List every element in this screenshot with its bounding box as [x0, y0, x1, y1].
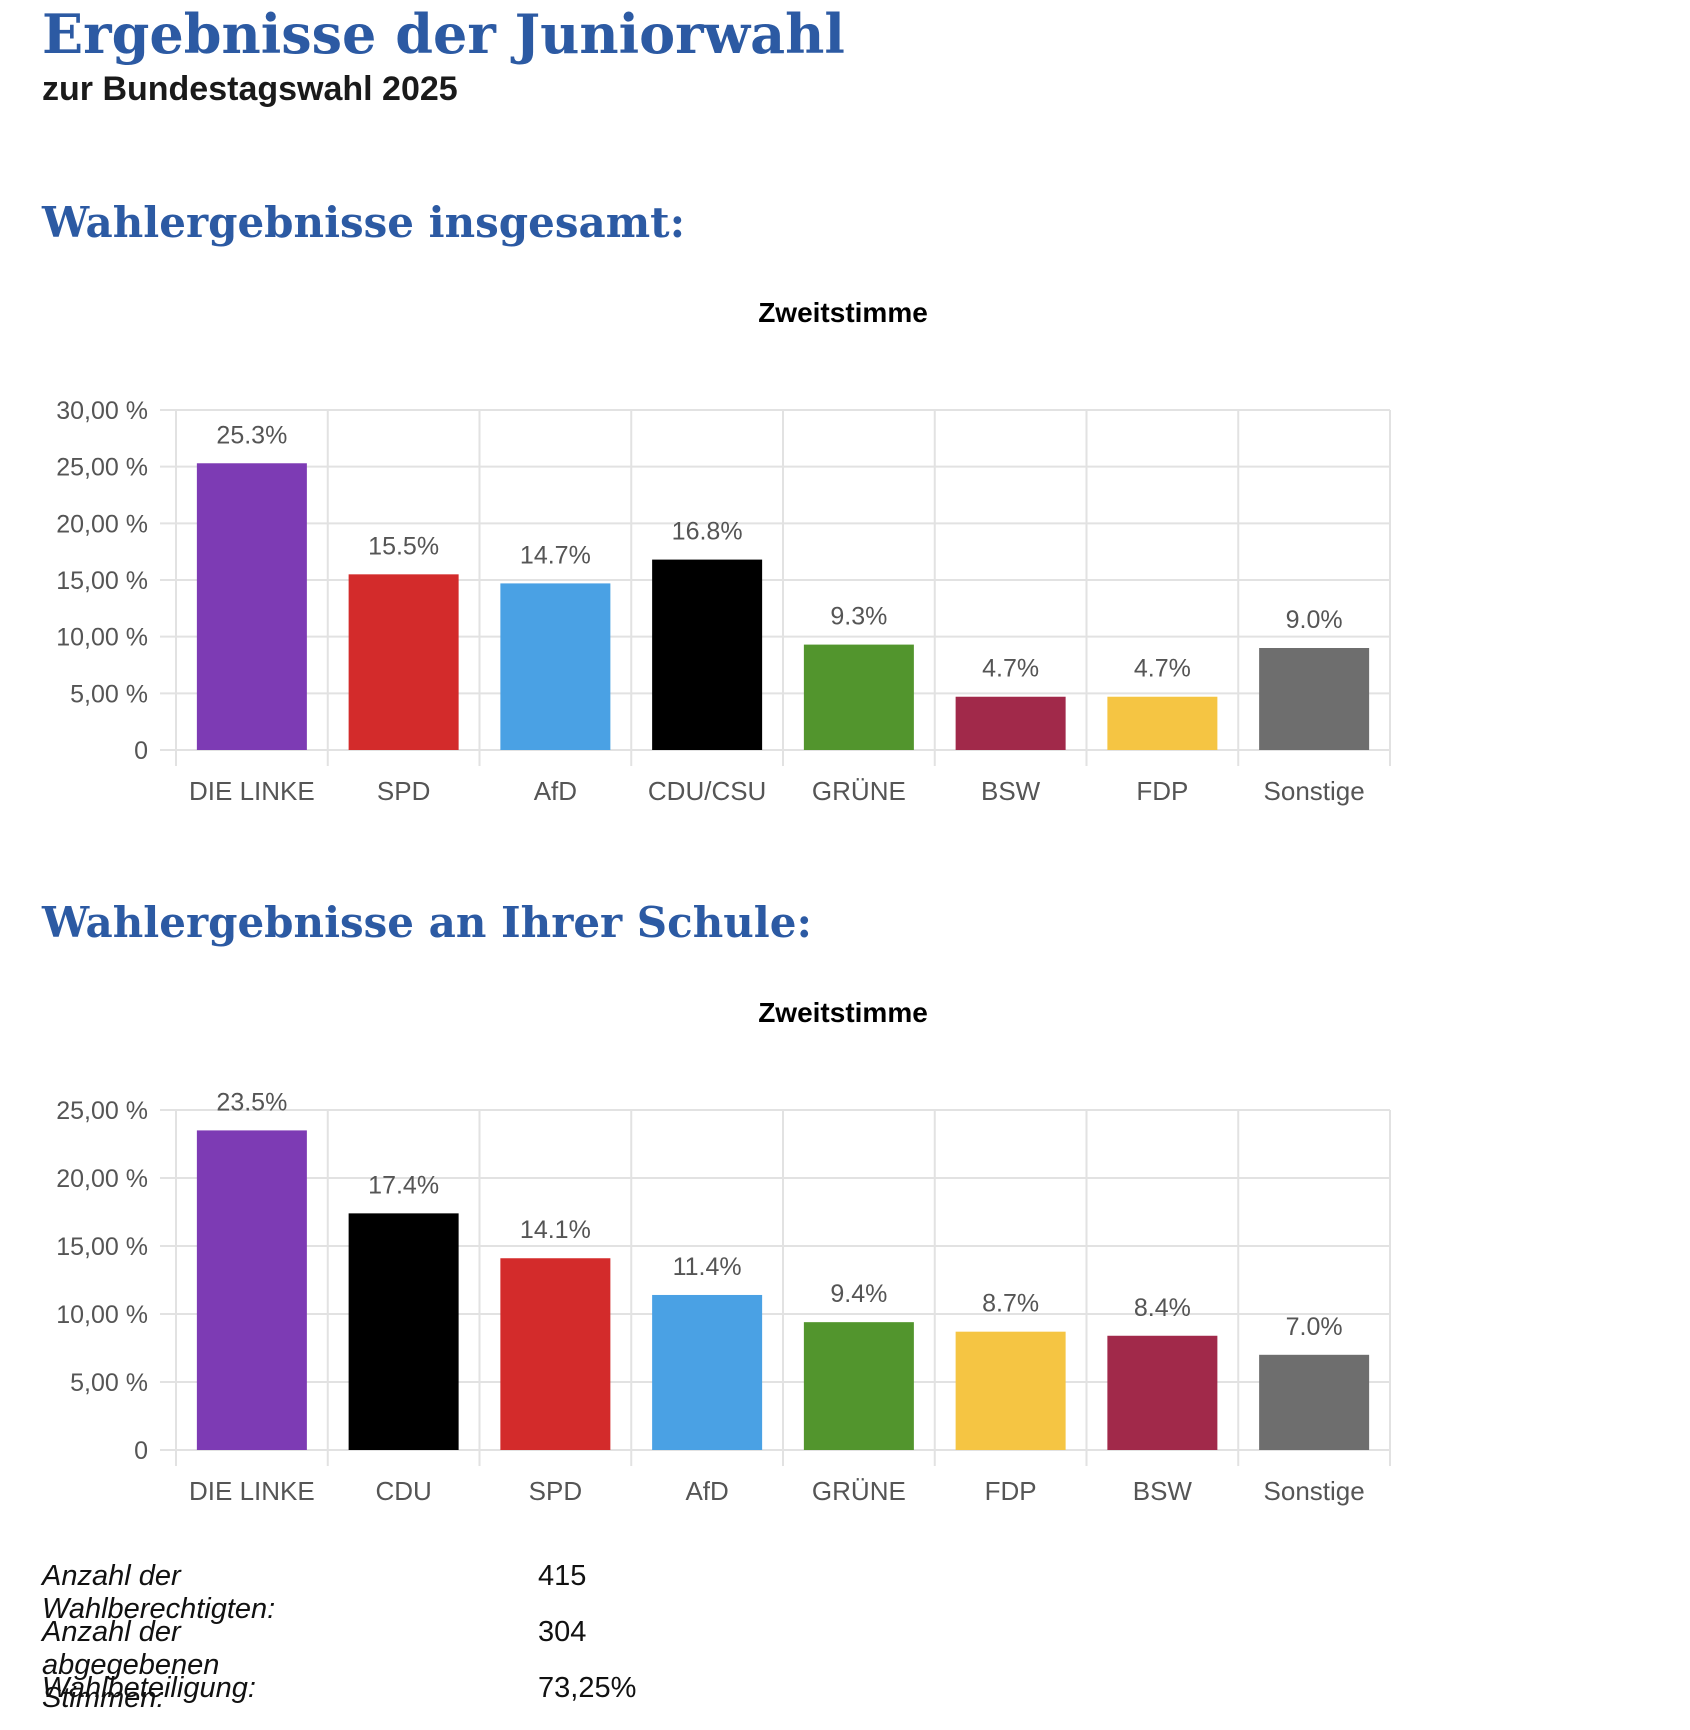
category-label: GRÜNE — [812, 776, 906, 806]
stat-value-turnout: 73,25% — [538, 1672, 637, 1704]
category-label: GRÜNE — [812, 1476, 906, 1506]
chart-school: Zweitstimme 0 5,00 % 10,00 % 15,00 % 20,00 % 2… — [0, 970, 1420, 1530]
data-label: 4.7% — [1134, 655, 1191, 683]
stat-label-turnout: Wahlbeteiligung: — [42, 1672, 256, 1704]
data-label: 23.5% — [216, 1088, 287, 1116]
category-label: FDP — [1136, 776, 1188, 806]
data-label: 17.4% — [368, 1171, 439, 1199]
bar — [1259, 648, 1370, 750]
bar — [500, 1258, 611, 1450]
bar — [196, 463, 307, 750]
category-label: FDP — [985, 1476, 1037, 1506]
data-label: 14.1% — [520, 1216, 591, 1244]
bar — [348, 1213, 459, 1450]
y-tick-label: 25,00 % — [56, 1097, 148, 1125]
y-tick-label: 10,00 % — [56, 624, 148, 652]
y-tick-label: 15,00 % — [56, 567, 148, 595]
y-tick-label: 0 — [134, 1437, 148, 1465]
category-label: AfD — [534, 776, 577, 806]
category-label: CDU — [375, 1476, 431, 1506]
stat-value-votes: 304 — [538, 1616, 587, 1648]
bar — [196, 1130, 307, 1450]
bar — [955, 696, 1066, 750]
data-label: 8.7% — [982, 1290, 1039, 1318]
y-tick-label: 20,00 % — [56, 1165, 148, 1193]
data-label: 11.4% — [673, 1253, 742, 1281]
data-label: 9.3% — [830, 603, 887, 631]
chart-total: Zweitstimme 0 5,00 % 10,00 % 15,00 % 20,00 % 2… — [0, 270, 1420, 830]
category-label: DIE LINKE — [189, 776, 315, 806]
bar — [652, 1294, 763, 1450]
data-label: 15.5% — [368, 532, 439, 560]
data-label: 9.0% — [1286, 606, 1343, 634]
data-label: 14.7% — [520, 541, 591, 569]
category-label: BSW — [1133, 1476, 1193, 1506]
y-tick-label: 20,00 % — [56, 510, 148, 538]
y-tick-label: 5,00 % — [70, 1369, 148, 1397]
bar — [1107, 696, 1218, 750]
category-label: CDU/CSU — [648, 776, 766, 806]
page-subtitle: zur Bundestagswahl 2025 — [42, 70, 458, 108]
bar — [652, 559, 763, 750]
y-tick-label: 25,00 % — [56, 454, 148, 482]
bar — [348, 574, 459, 750]
chart-total-svg: Zweitstimme 0 5,00 % 10,00 % 15,00 % 20,00 % 2… — [56, 297, 1391, 806]
category-label: SPD — [377, 776, 430, 806]
bar — [803, 1322, 914, 1450]
stat-value-eligible: 415 — [538, 1560, 587, 1592]
bar — [500, 583, 611, 750]
category-label: BSW — [981, 776, 1041, 806]
category-label: SPD — [529, 1476, 582, 1506]
section-heading-total: Wahlergebnisse insgesamt: — [42, 198, 686, 247]
chart-school-svg: Zweitstimme 0 5,00 % 10,00 % 15,00 % 20,00 % 2… — [56, 997, 1391, 1506]
data-label: 4.7% — [982, 655, 1039, 683]
data-label: 8.4% — [1134, 1294, 1191, 1322]
bar — [803, 644, 914, 750]
category-label: Sonstige — [1264, 1476, 1365, 1506]
y-tick-label: 5,00 % — [70, 680, 148, 708]
data-label: 25.3% — [216, 421, 287, 449]
data-label: 16.8% — [672, 518, 743, 546]
section-heading-school: Wahlergebnisse an Ihrer Schule: — [42, 898, 812, 947]
category-label: DIE LINKE — [189, 1476, 315, 1506]
data-label: 9.4% — [830, 1280, 887, 1308]
category-label: Sonstige — [1264, 776, 1365, 806]
page-title: Ergebnisse der Juniorwahl — [42, 2, 845, 66]
bar — [1259, 1354, 1370, 1450]
data-label: 7.0% — [1286, 1313, 1343, 1341]
bar — [955, 1331, 1066, 1450]
y-tick-label: 15,00 % — [56, 1233, 148, 1261]
bar — [1107, 1335, 1218, 1450]
chart-title: Zweitstimme — [758, 297, 928, 328]
y-tick-label: 30,00 % — [56, 397, 148, 425]
stat-label-eligible: Anzahl der Wahlberechtigten: — [42, 1560, 276, 1625]
y-tick-label: 0 — [134, 737, 148, 765]
chart-title: Zweitstimme — [758, 997, 928, 1028]
y-tick-label: 10,00 % — [56, 1301, 148, 1329]
stat-label-votes: Anzahl der abgegebenen Stimmen: — [42, 1616, 220, 1714]
category-label: AfD — [685, 1476, 728, 1506]
